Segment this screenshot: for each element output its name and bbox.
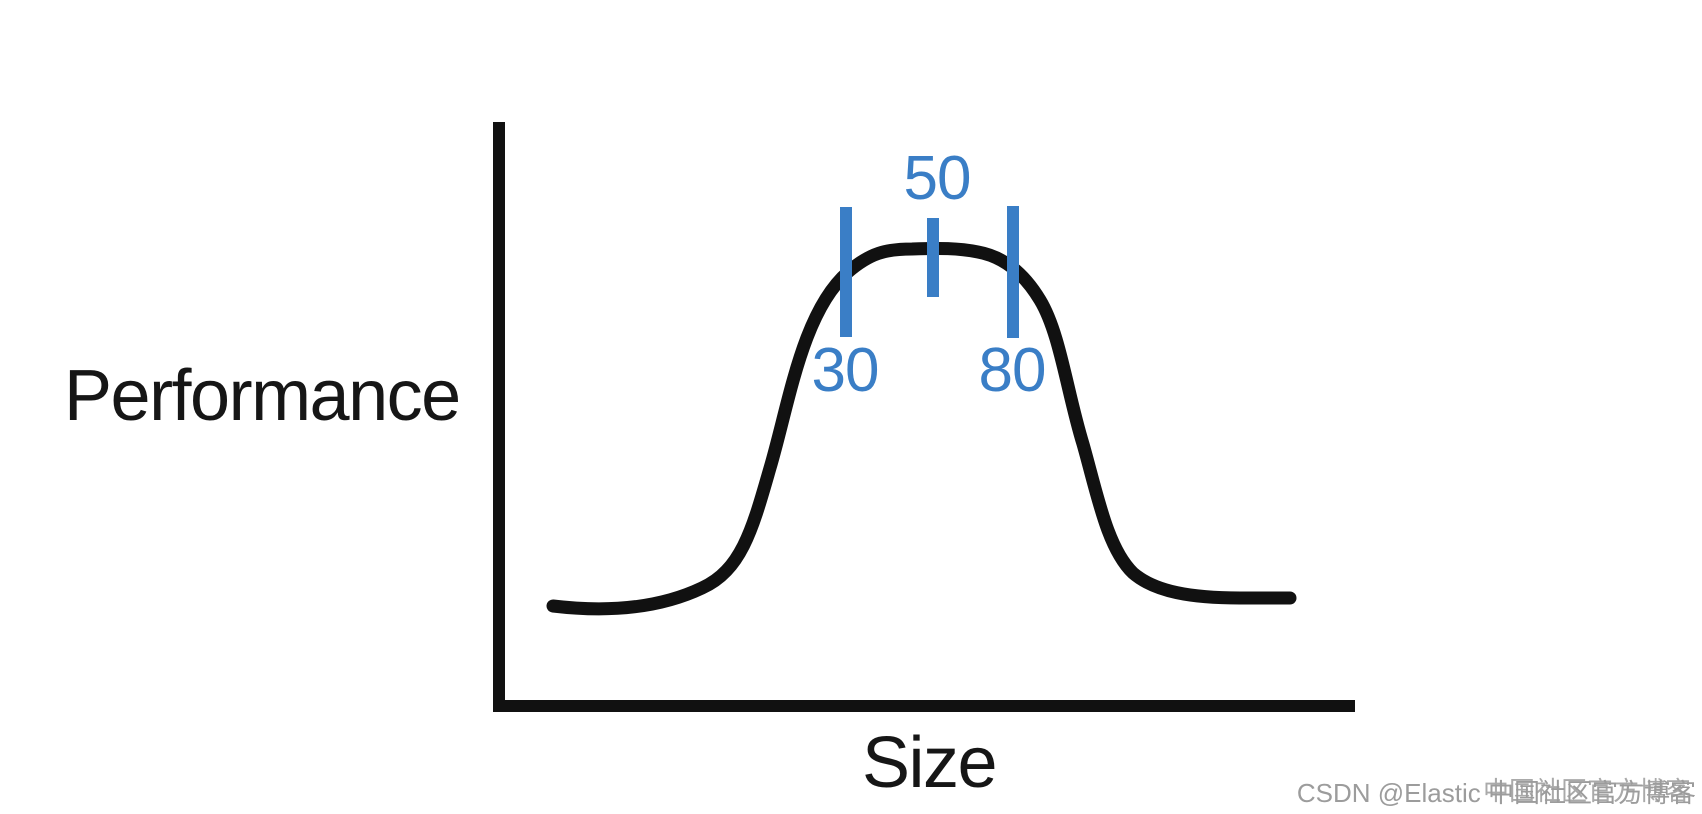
tick-label-30: 30: [811, 336, 880, 405]
marker-tick-80: [1007, 206, 1019, 338]
performance-curve: [546, 241, 1297, 616]
watermark-cn: 中国社区官方博客: [1487, 778, 1696, 808]
marker-tick-50: [927, 218, 939, 297]
watermark-cn-ghost: 中国社区官方博客: [1482, 776, 1691, 806]
x-axis-label: Size: [861, 723, 998, 803]
watermark-prefix: CSDN @Elastic: [1296, 778, 1488, 808]
watermark: CSDN @Elastic 中国社区官方博客 中国社区官方博客: [1296, 776, 1696, 809]
y-axis-label: Performance: [64, 356, 461, 436]
tick-label-80: 80: [978, 336, 1047, 405]
tick-label-50: 50: [903, 144, 972, 213]
marker-tick-30: [840, 207, 852, 337]
